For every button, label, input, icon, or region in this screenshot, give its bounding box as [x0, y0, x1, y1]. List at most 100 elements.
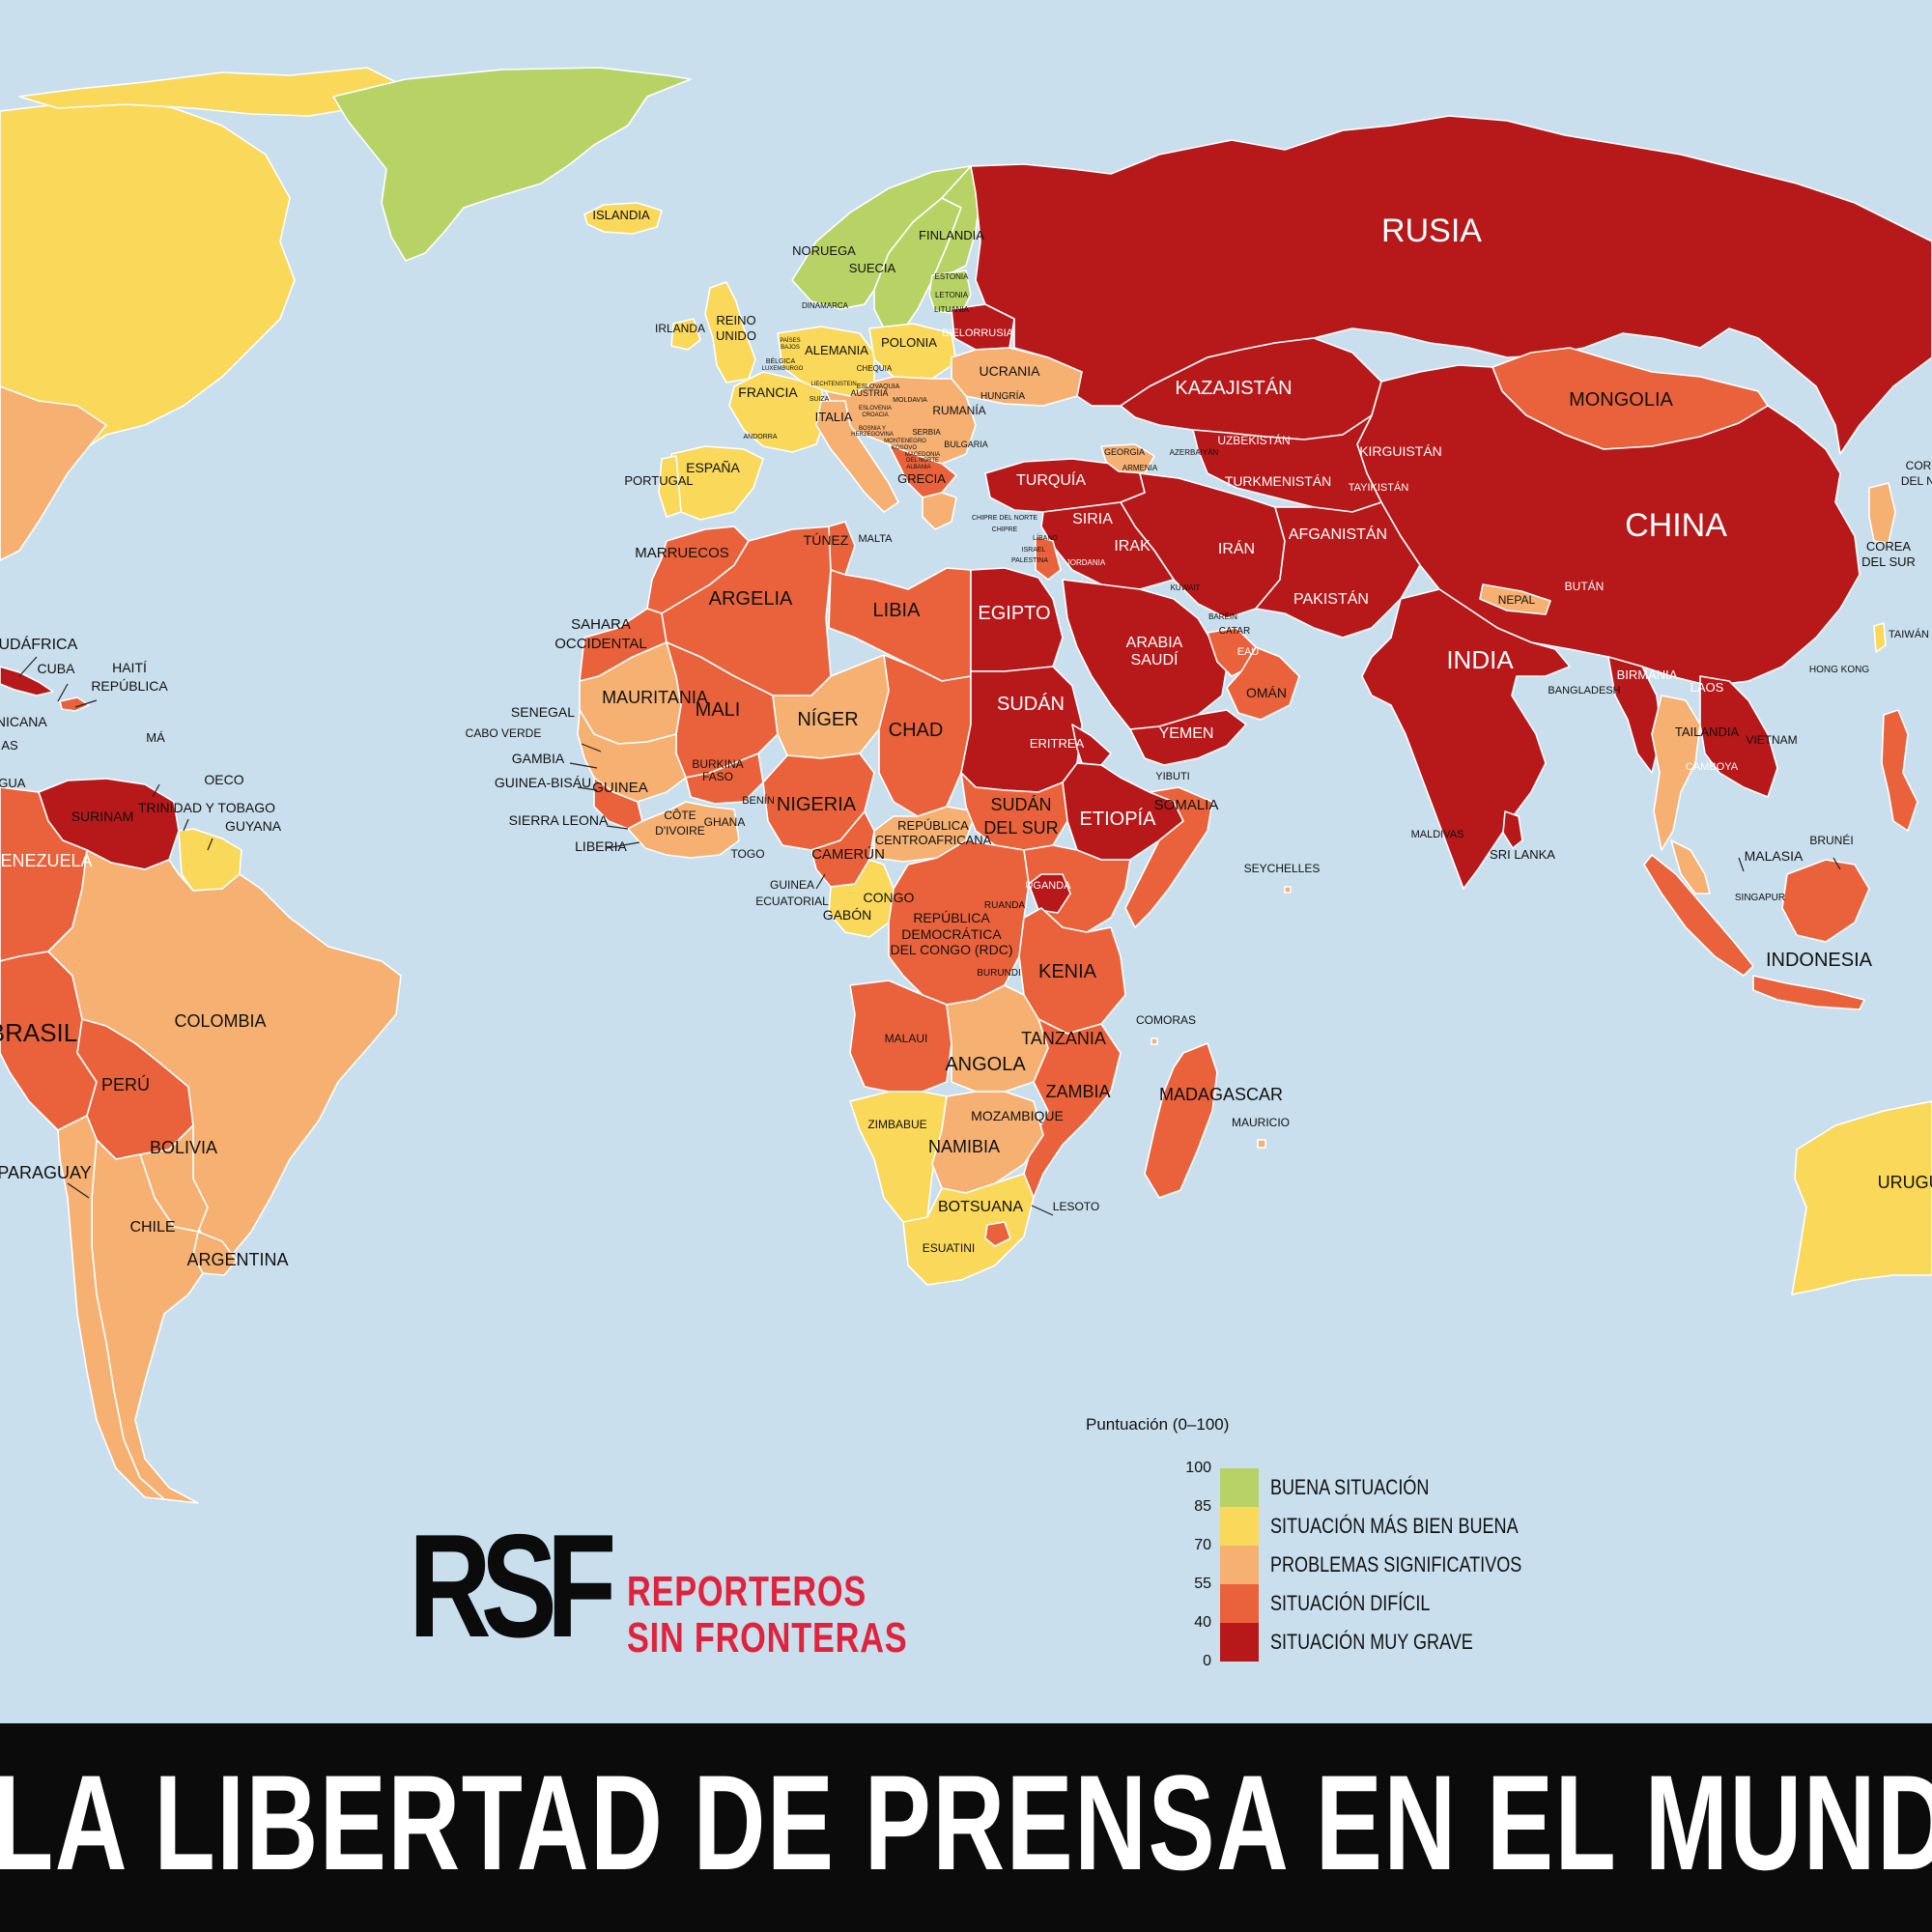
map-label: SINGAPUR [1735, 893, 1785, 903]
map-label: NEPAL [1498, 593, 1536, 607]
map-label: RUMANÍA [932, 403, 985, 417]
map-label: CAMBOYA [1686, 761, 1739, 773]
legend-title: Puntuación (0–100) [1086, 1415, 1230, 1434]
map-label: GUINEA [592, 780, 648, 796]
map-label: PAÍSES [780, 337, 800, 344]
legend-tick: 70 [1194, 1537, 1211, 1553]
map-label: CUBA [38, 661, 76, 676]
map-label: REPÚBLICA [91, 678, 168, 694]
legend-tick: 85 [1194, 1498, 1211, 1515]
map-label: MARRUECOS [635, 545, 729, 561]
map-label: KENIA [1038, 961, 1097, 982]
page-title: LA LIBERTAD DE PRENSA EN EL MUNDO EN 202… [0, 1747, 1932, 1898]
map-label: PALESTINA [1011, 557, 1048, 564]
map-label: CHINA [1625, 507, 1727, 544]
map-label: HERZEGOVINA [851, 432, 894, 438]
map-label: LITUANIA [934, 305, 970, 314]
country-seychelles [1284, 886, 1292, 894]
country-lesotho [984, 1221, 1011, 1247]
rsf-name-line1: REPORTEROS [627, 1568, 867, 1615]
legend-tick: 55 [1194, 1576, 1211, 1592]
map-label: HAITÍ [112, 660, 147, 675]
map-label: BURKINA [692, 757, 743, 771]
map-label: ETIOPÍA [1080, 808, 1157, 830]
map-label: SUDÁFRICA [0, 635, 78, 653]
map-label: TOGO [730, 847, 764, 861]
map-label: PARAGUAY [0, 1163, 92, 1182]
map-label: REINO [716, 313, 755, 327]
map-label: NORUEGA [792, 243, 856, 258]
map-label: BOSNIA Y [859, 426, 886, 432]
map-label: LUXEMBURGO [762, 366, 804, 372]
legend-swatch-dificil [1220, 1584, 1259, 1623]
map-label: VENEZUELA [0, 851, 93, 870]
country-levant [1035, 535, 1062, 581]
country-senegal-region [577, 709, 687, 803]
country-india [1361, 588, 1571, 890]
map-label: ERITREA [1030, 736, 1085, 751]
map-label: CHIPRE [992, 526, 1018, 533]
legend-swatch-mas-bien-buena [1220, 1507, 1259, 1546]
map-label: CATAR [1219, 626, 1250, 637]
map-label: OCCIDENTAL [554, 636, 647, 652]
map-label: SRI LANKA [1490, 847, 1555, 862]
legend-swatch-muy-grave [1220, 1623, 1259, 1662]
map-label: LETONIA [935, 291, 969, 299]
map-label: MOLDAVIA [893, 397, 927, 404]
country-russia [970, 115, 1932, 455]
legend-tick: 0 [1203, 1653, 1211, 1669]
legend-swatch-problemas [1220, 1546, 1259, 1584]
map-label: MALAUI [885, 1032, 928, 1045]
map-label: ARABIA [1126, 635, 1183, 651]
country-west-coast [627, 801, 740, 859]
country-korea [1868, 482, 1896, 544]
map-label: MALASIA [1745, 848, 1804, 864]
map-label: BOLIVIA [150, 1138, 217, 1157]
map-label: GUYANA [225, 818, 282, 834]
map-label: ARGENTINA [186, 1250, 288, 1269]
map-label: MONGOLIA [1569, 389, 1673, 411]
legend-label-muy-grave: SITUACIÓN MUY GRAVE [1270, 1630, 1473, 1654]
map-label: KUWAIT [1171, 583, 1201, 592]
map-label: MAURICIO [1232, 1116, 1290, 1129]
map-label: ESLOVENIA [859, 406, 892, 412]
map-label: TURKMENISTÁN [1225, 473, 1331, 489]
map-label: PERÚ [101, 1074, 150, 1094]
map-label: SEYCHELLES [1244, 862, 1321, 875]
country-ireland [670, 318, 701, 351]
country-sri-lanka [1502, 810, 1523, 849]
map-label: MALDIVAS [1411, 829, 1464, 840]
map-label: MALI [696, 699, 741, 721]
map-label: CHIPRE DEL NORTE [972, 515, 1037, 522]
country-greece [922, 492, 957, 530]
country-malawi-mozambique [1023, 1018, 1122, 1199]
map-label: GRECIA [897, 471, 946, 486]
map-label: TRINIDAD Y TOBAGO [138, 800, 275, 815]
map-label: VIETNAM [1746, 733, 1797, 747]
map-label: REPÚBLICA [897, 818, 969, 833]
map-label: ECUATORIAL [755, 895, 829, 908]
map-label: YIBUTI [1155, 771, 1189, 782]
map-label: BIELORRUSIA [942, 327, 1014, 339]
legend-label-problemas: PROBLEMAS SIGNIFICATIVOS [1270, 1552, 1522, 1577]
map-label: AZERBAIYÁN [1170, 448, 1219, 457]
map-label: UGANDA [1025, 880, 1071, 892]
country-java [1752, 975, 1865, 1010]
map-label: EGIPTO [978, 603, 1050, 624]
map-label: SOMALIA [1154, 797, 1219, 813]
map-label: ARGELIA [709, 588, 793, 610]
map-label: TAILANDIA [1675, 724, 1740, 739]
country-oman [1226, 646, 1300, 721]
legend-label-mas-bien-buena: SITUACIÓN MÁS BIEN BUENA [1270, 1514, 1519, 1538]
map-label: COREA [1866, 539, 1912, 554]
map-label: ALEMANIA [805, 343, 868, 357]
legend-label-dificil: SITUACIÓN DIFÍCIL [1270, 1591, 1431, 1615]
country-afghanistan-pakistan [1255, 501, 1421, 639]
map-label: OECO [204, 772, 243, 787]
map-label: CHILE [129, 1219, 175, 1236]
country-tunisia [828, 521, 856, 576]
country-myanmar [1607, 656, 1662, 774]
country-nepal [1479, 583, 1551, 615]
country-brasil [47, 849, 402, 1262]
map-label: DEL SUR [1861, 554, 1916, 569]
